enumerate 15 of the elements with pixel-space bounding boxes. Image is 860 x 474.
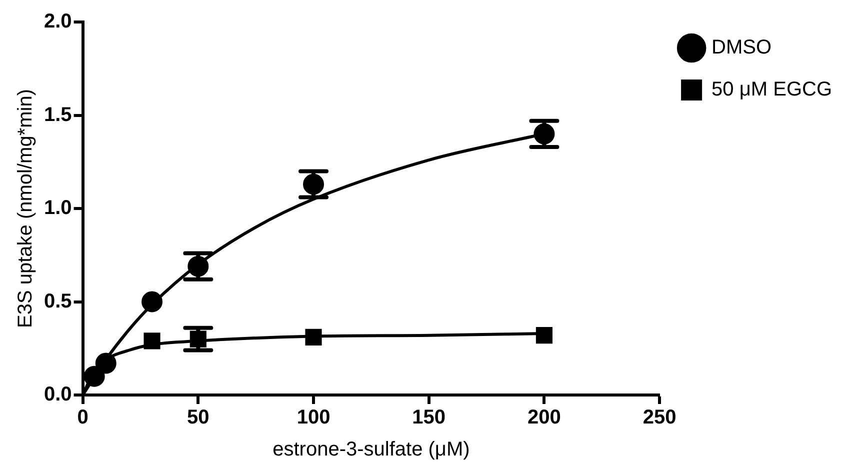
y-tick-label: 1.0 (44, 197, 72, 220)
legend-label: 50 μM EGCG (712, 78, 832, 101)
x-tick-label: 50 (187, 406, 210, 429)
x-tick-label: 250 (642, 406, 676, 429)
x-tick-label: 0 (77, 406, 88, 429)
y-tick-label: 1.5 (44, 104, 72, 126)
y-tick-label: 2.0 (44, 10, 72, 33)
x-tick-label: 100 (296, 406, 330, 429)
x-axis-title: estrone-3-sulfate (μM) (272, 438, 470, 461)
y-tick-label: 0.5 (44, 290, 72, 312)
y-tick-label: 0.0 (44, 384, 72, 406)
legend-label: DMSO (712, 36, 772, 59)
y-axis-title: E3S uptake (nmol/mg*min) (14, 89, 37, 328)
x-tick-label: 150 (412, 406, 446, 429)
x-tick-label: 200 (528, 406, 561, 429)
